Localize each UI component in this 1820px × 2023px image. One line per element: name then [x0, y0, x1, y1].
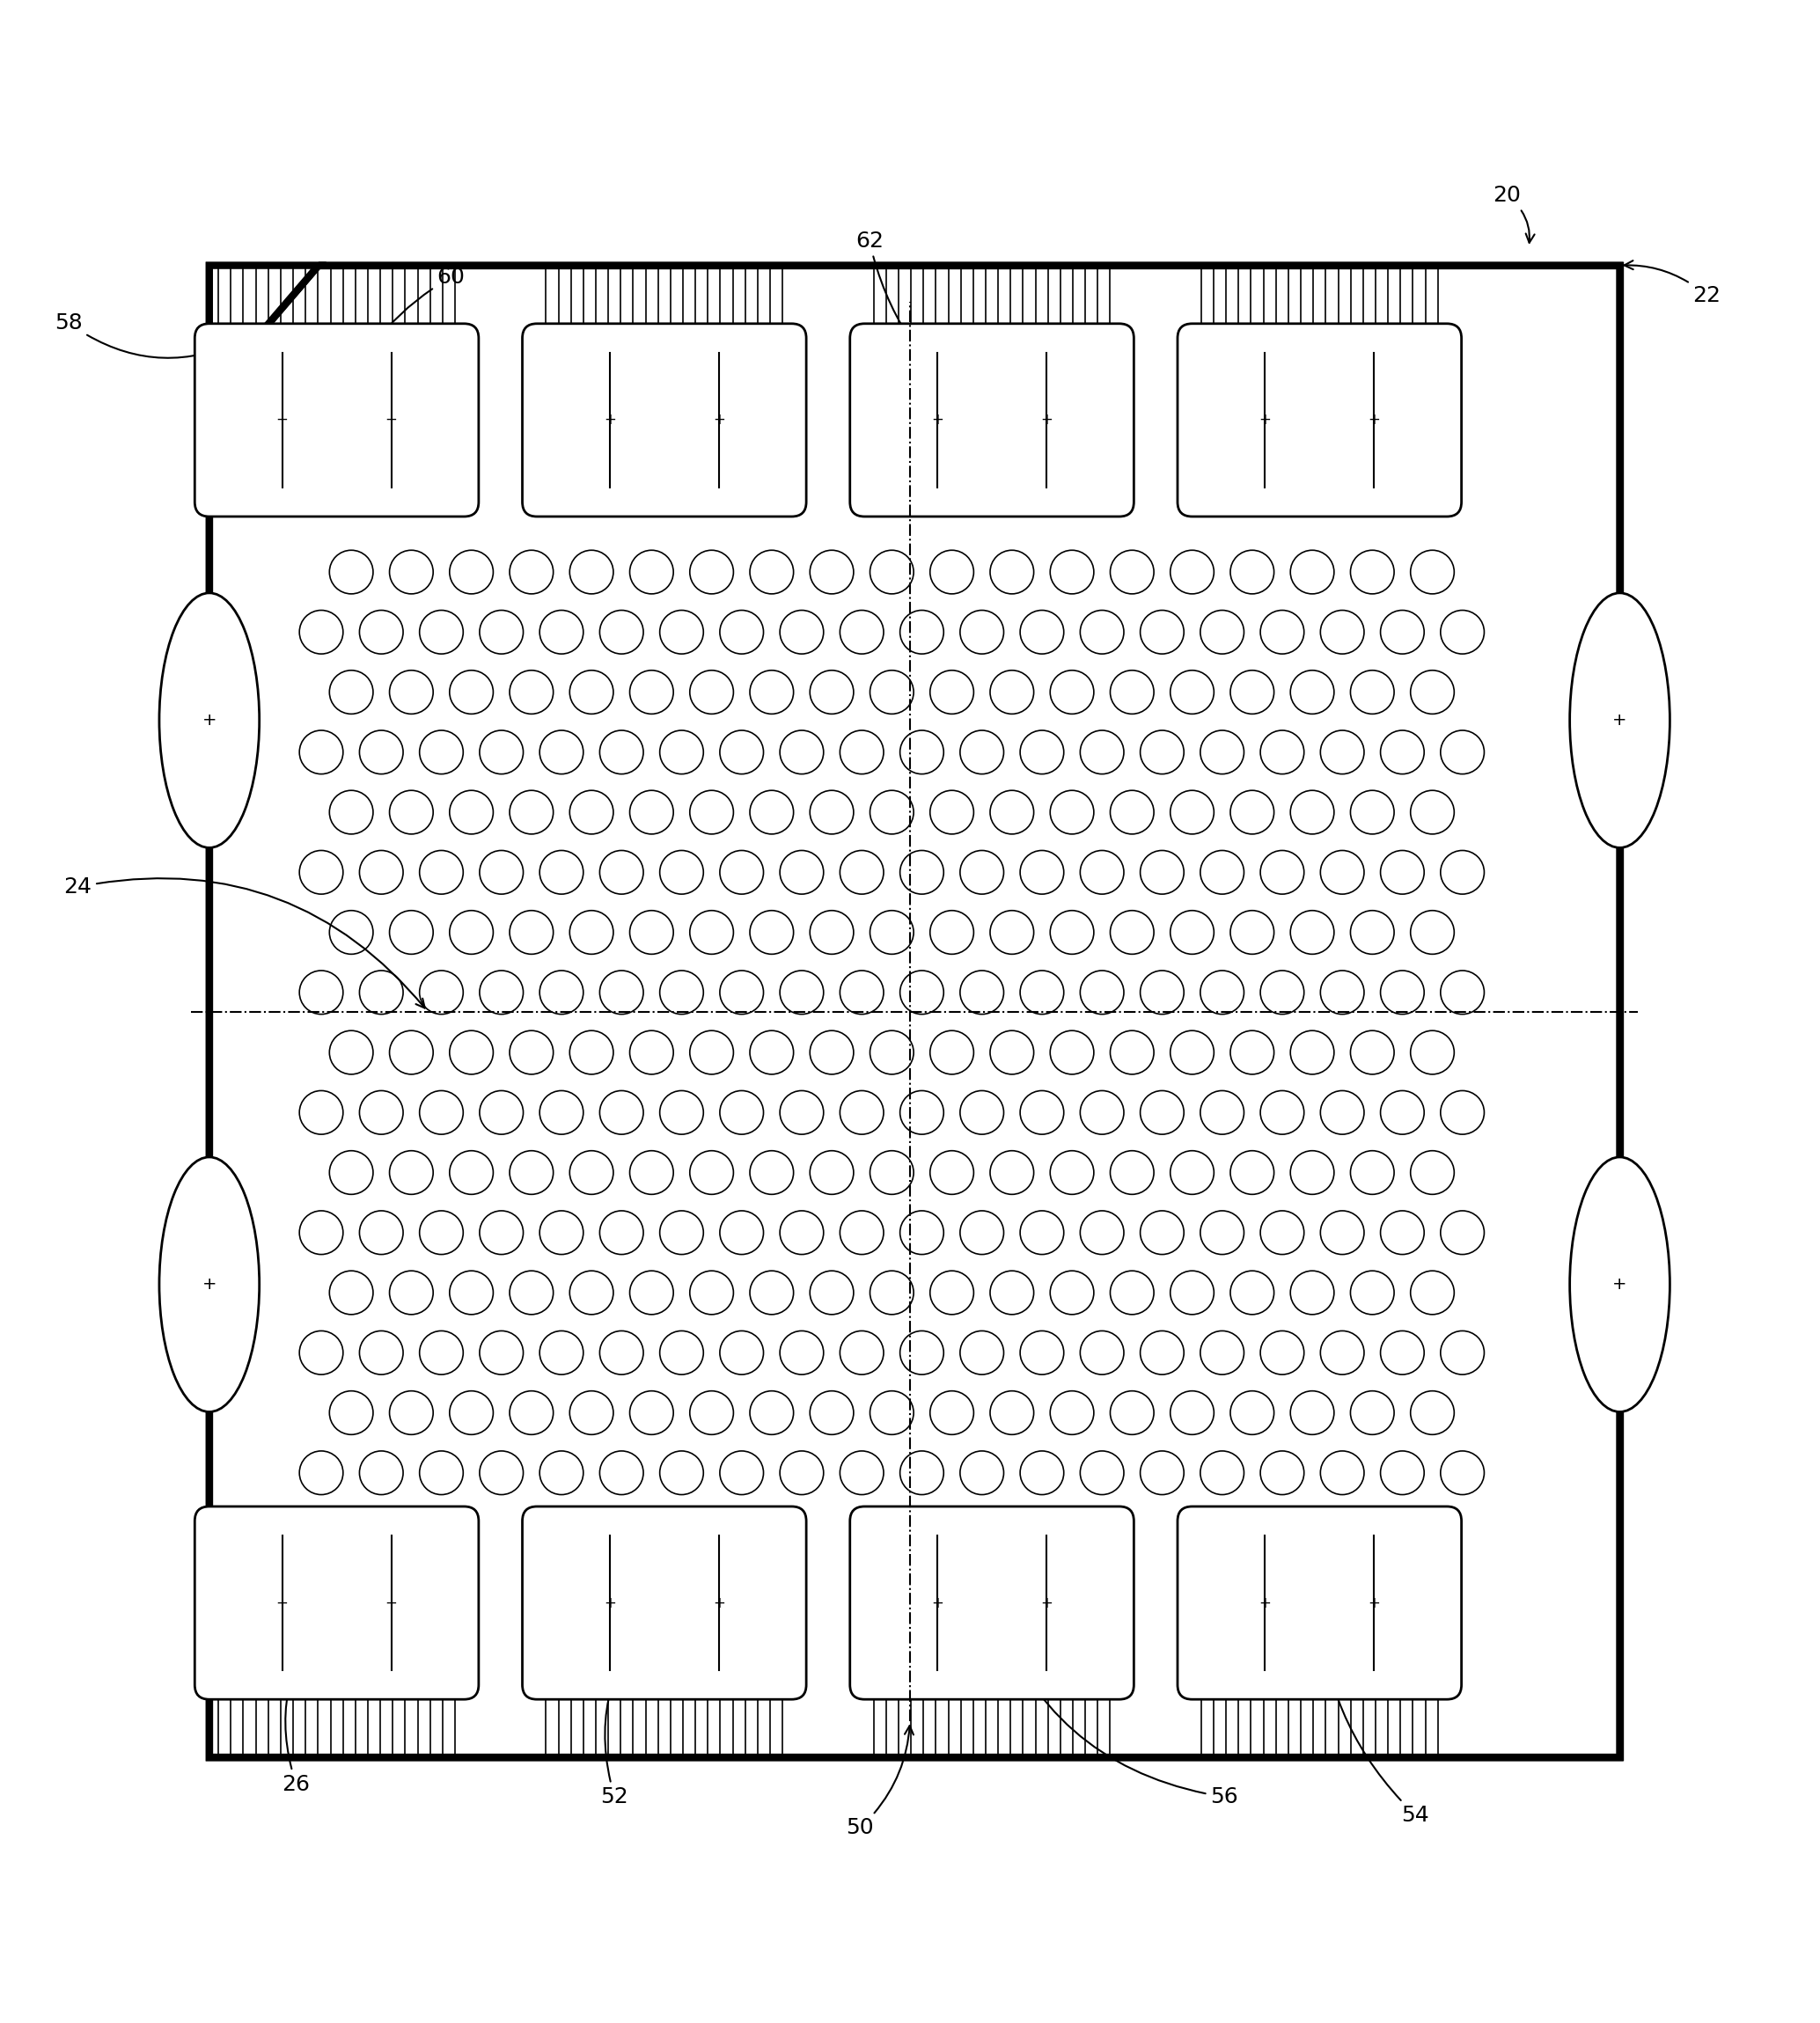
- FancyBboxPatch shape: [850, 1507, 1134, 1699]
- FancyBboxPatch shape: [522, 324, 806, 516]
- Text: +: +: [1613, 1277, 1627, 1293]
- Text: +: +: [277, 413, 288, 429]
- Text: 20: 20: [1492, 184, 1534, 243]
- Text: +: +: [386, 413, 397, 429]
- FancyBboxPatch shape: [850, 324, 1134, 516]
- Text: +: +: [386, 1594, 397, 1610]
- Ellipse shape: [160, 1157, 260, 1412]
- Text: +: +: [932, 413, 943, 429]
- Text: +: +: [932, 1594, 943, 1610]
- Ellipse shape: [1569, 1157, 1671, 1412]
- FancyBboxPatch shape: [1178, 324, 1461, 516]
- Text: 22: 22: [1623, 261, 1720, 305]
- FancyBboxPatch shape: [195, 324, 479, 516]
- Text: +: +: [604, 413, 615, 429]
- Text: +: +: [277, 1594, 288, 1610]
- Text: 24: 24: [64, 876, 424, 1007]
- Text: +: +: [604, 1594, 615, 1610]
- Ellipse shape: [160, 593, 260, 848]
- Text: +: +: [202, 712, 217, 728]
- Text: +: +: [713, 1594, 724, 1610]
- Bar: [209, 265, 1620, 1758]
- Text: +: +: [1259, 413, 1270, 429]
- Text: 50: 50: [846, 1726, 914, 1839]
- Text: 26: 26: [282, 1606, 333, 1794]
- Text: +: +: [1259, 1594, 1270, 1610]
- Text: +: +: [1369, 1594, 1380, 1610]
- FancyBboxPatch shape: [522, 1507, 806, 1699]
- Text: +: +: [1041, 1594, 1052, 1610]
- Text: +: +: [202, 1277, 217, 1293]
- Text: 62: 62: [855, 231, 988, 417]
- Text: 52: 52: [601, 1606, 661, 1807]
- Text: 60: 60: [337, 267, 464, 417]
- FancyBboxPatch shape: [195, 1507, 479, 1699]
- Text: 56: 56: [992, 1606, 1238, 1807]
- Text: 54: 54: [1316, 1608, 1429, 1825]
- Text: +: +: [713, 413, 724, 429]
- Polygon shape: [209, 265, 318, 392]
- Ellipse shape: [1569, 593, 1671, 848]
- Text: +: +: [1369, 413, 1380, 429]
- Text: +: +: [1613, 712, 1627, 728]
- Text: 58: 58: [55, 312, 242, 358]
- Text: +: +: [1041, 413, 1052, 429]
- FancyBboxPatch shape: [1178, 1507, 1461, 1699]
